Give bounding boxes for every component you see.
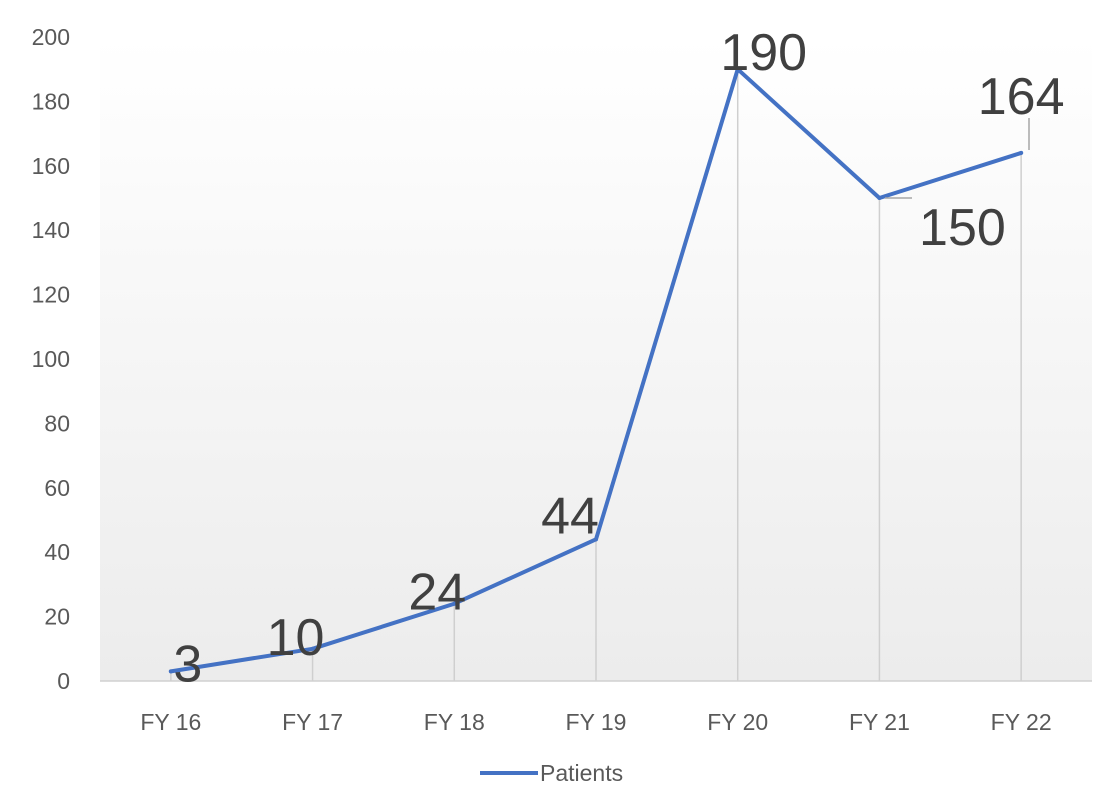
y-tick-label: 100 bbox=[32, 346, 70, 372]
data-point bbox=[594, 537, 598, 542]
data-point bbox=[310, 646, 315, 651]
y-tick-label: 20 bbox=[44, 604, 70, 630]
data-point bbox=[735, 67, 740, 72]
legend: Patients bbox=[480, 760, 623, 786]
y-axis-ticks: 0 20 40 60 80 100 120 140 160 180 200 bbox=[32, 24, 70, 694]
data-labels: 3 10 24 44 190 150 164 bbox=[173, 24, 1064, 693]
x-tick-label: FY 18 bbox=[424, 709, 485, 735]
data-point bbox=[1019, 150, 1024, 155]
data-point bbox=[168, 669, 173, 674]
data-label: 10 bbox=[267, 609, 325, 667]
x-tick-label: FY 16 bbox=[140, 709, 201, 735]
data-label: 44 bbox=[541, 487, 599, 545]
drop-lines bbox=[170, 69, 1022, 681]
data-point bbox=[452, 601, 457, 606]
data-label: 164 bbox=[978, 68, 1065, 126]
y-tick-label: 40 bbox=[44, 539, 70, 565]
x-tick-label: FY 22 bbox=[991, 709, 1052, 735]
x-tick-label: FY 17 bbox=[282, 709, 343, 735]
x-axis-ticks: FY 16 FY 17 FY 18 FY 19 FY 20 FY 21 FY 22 bbox=[140, 709, 1051, 735]
data-label: 190 bbox=[720, 24, 807, 82]
y-tick-label: 160 bbox=[32, 153, 70, 179]
x-tick-label: FY 21 bbox=[849, 709, 910, 735]
data-label: 3 bbox=[173, 635, 202, 693]
legend-label-patients: Patients bbox=[540, 760, 623, 786]
y-tick-label: 180 bbox=[32, 88, 70, 114]
y-tick-label: 140 bbox=[32, 217, 70, 243]
y-tick-label: 120 bbox=[32, 282, 70, 308]
y-tick-label: 0 bbox=[57, 668, 70, 694]
data-label: 24 bbox=[408, 564, 466, 622]
x-tick-label: FY 19 bbox=[566, 709, 627, 735]
y-tick-label: 80 bbox=[44, 410, 70, 436]
data-label: 150 bbox=[919, 199, 1006, 257]
leader-lines bbox=[885, 118, 1030, 199]
series-patients bbox=[168, 67, 1024, 674]
data-point bbox=[877, 196, 882, 200]
y-tick-label: 60 bbox=[44, 475, 70, 501]
y-tick-label: 200 bbox=[32, 24, 70, 50]
x-tick-label: FY 20 bbox=[707, 709, 768, 735]
